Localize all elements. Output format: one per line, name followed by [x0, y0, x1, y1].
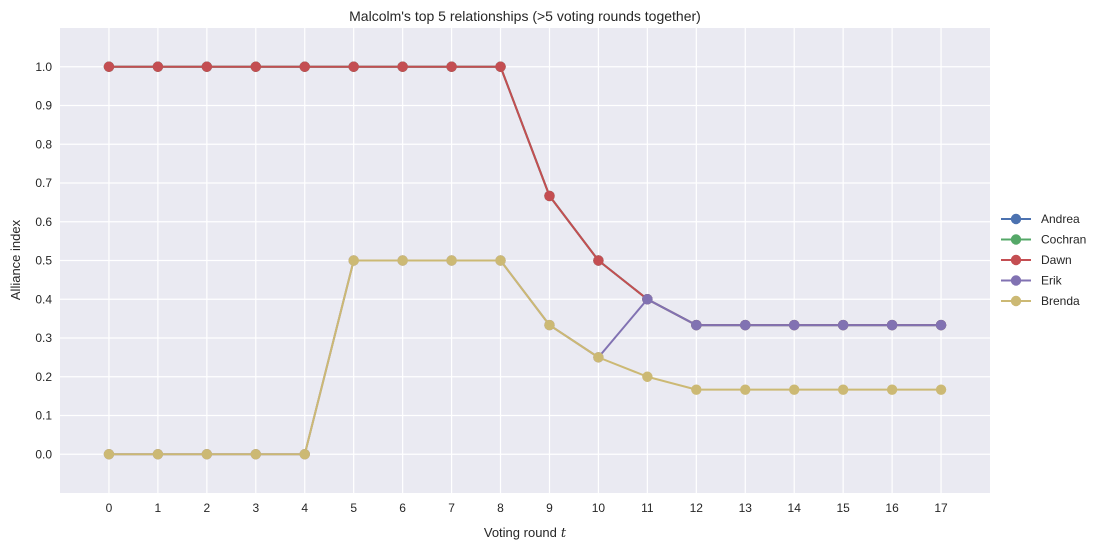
y-tick-label: 0.2 [35, 370, 52, 384]
data-point-brenda [397, 255, 408, 266]
y-tick-label: 0.5 [35, 254, 52, 268]
data-point-dawn [299, 61, 310, 72]
series-layer [103, 61, 947, 460]
data-point-brenda [103, 449, 115, 460]
x-tick-label: 11 [641, 501, 654, 515]
data-point-dawn [103, 61, 115, 72]
data-point-brenda [495, 255, 506, 266]
y-tick-labels: 0.0 0.1 0.2 0.3 0.4 0.5 0.6 0.7 0.8 0.9 1.0 [35, 60, 52, 462]
data-point-brenda [544, 319, 555, 331]
data-point-brenda [886, 384, 898, 395]
data-point-erik [886, 319, 898, 331]
data-point-brenda [837, 384, 849, 395]
legend-label: Andrea [1041, 212, 1080, 226]
legend-label: Cochran [1041, 233, 1086, 247]
data-point-erik [789, 319, 800, 331]
legend-marker [1010, 213, 1022, 225]
data-point-dawn [201, 61, 213, 72]
legend-marker [1010, 254, 1022, 266]
x-tick-label: 16 [885, 501, 899, 515]
y-tick-label: 1.0 [35, 60, 52, 74]
y-tick-label: 0.1 [35, 409, 52, 423]
x-tick-label: 9 [546, 501, 553, 515]
x-axis-label-text: Voting round [484, 525, 557, 540]
x-tick-label: 17 [934, 501, 948, 515]
data-point-erik [691, 319, 702, 331]
data-point-brenda [250, 449, 261, 460]
data-point-brenda [593, 352, 604, 363]
x-tick-label: 2 [203, 501, 210, 515]
data-point-brenda [201, 449, 213, 460]
x-tick-labels: 0 1 2 3 4 5 6 7 8 9 10 11 12 13 14 15 16 17 [106, 501, 948, 515]
legend-item-andrea: Andrea [1001, 212, 1080, 226]
data-point-dawn [348, 61, 359, 72]
x-tick-label: 12 [690, 501, 704, 515]
data-point-erik [837, 319, 849, 331]
data-point-brenda [152, 449, 164, 460]
x-tick-label: 1 [155, 501, 162, 515]
x-tick-label: 10 [592, 501, 606, 515]
x-tick-label: 6 [399, 501, 406, 515]
x-tick-label: 13 [739, 501, 753, 515]
legend-marker [1010, 295, 1022, 307]
data-point-dawn [495, 61, 506, 72]
data-point-brenda [935, 384, 947, 395]
y-tick-label: 0.3 [35, 331, 52, 345]
y-tick-label: 0.6 [35, 215, 52, 229]
series-brenda [103, 255, 947, 460]
legend-marker [1010, 275, 1022, 286]
data-point-brenda [740, 384, 751, 395]
data-point-brenda [789, 384, 800, 395]
x-tick-label: 5 [350, 501, 357, 515]
legend-marker [1010, 234, 1022, 245]
data-point-dawn [250, 61, 261, 72]
x-tick-label: 14 [788, 501, 802, 515]
data-point-dawn [397, 61, 408, 72]
data-point-brenda [642, 371, 653, 382]
grid-lines [60, 28, 990, 493]
data-point-dawn [152, 61, 164, 72]
legend: Andrea Cochran Dawn Erik Brenda [1001, 212, 1086, 308]
series-line-brenda [108, 259, 942, 456]
legend-label: Dawn [1041, 253, 1072, 267]
legend-label: Brenda [1041, 294, 1080, 308]
x-tick-label: 7 [448, 501, 455, 515]
legend-item-cochran: Cochran [1001, 233, 1086, 247]
data-point-brenda [446, 255, 457, 266]
legend-item-erik: Erik [1001, 274, 1063, 288]
data-point-erik [740, 319, 751, 331]
data-point-erik [642, 294, 653, 305]
y-tick-label: 0.0 [35, 447, 52, 461]
data-point-dawn [446, 61, 457, 72]
y-tick-label: 0.8 [35, 137, 52, 151]
data-point-brenda [299, 449, 310, 460]
x-tick-label: 15 [836, 501, 850, 515]
x-tick-label: 0 [106, 501, 113, 515]
chart-title: Malcolm's top 5 relationships (>5 voting… [349, 8, 701, 24]
x-axis-label: Voting round t [484, 525, 567, 541]
y-tick-label: 0.9 [35, 99, 52, 113]
x-tick-label: 3 [252, 501, 259, 515]
y-tick-label: 0.7 [35, 176, 52, 190]
data-point-brenda [691, 384, 702, 395]
x-tick-label: 8 [497, 501, 504, 515]
data-point-dawn [593, 255, 604, 266]
x-axis-label-variable: t [561, 526, 567, 541]
data-point-erik [935, 319, 947, 331]
data-point-dawn [544, 190, 555, 202]
legend-label: Erik [1041, 274, 1063, 288]
y-axis-label: Alliance index [8, 219, 23, 300]
legend-item-dawn: Dawn [1001, 253, 1072, 267]
y-tick-label: 0.4 [35, 292, 52, 306]
legend-item-brenda: Brenda [1001, 294, 1080, 308]
data-point-brenda [348, 255, 359, 266]
x-tick-label: 4 [301, 501, 308, 515]
